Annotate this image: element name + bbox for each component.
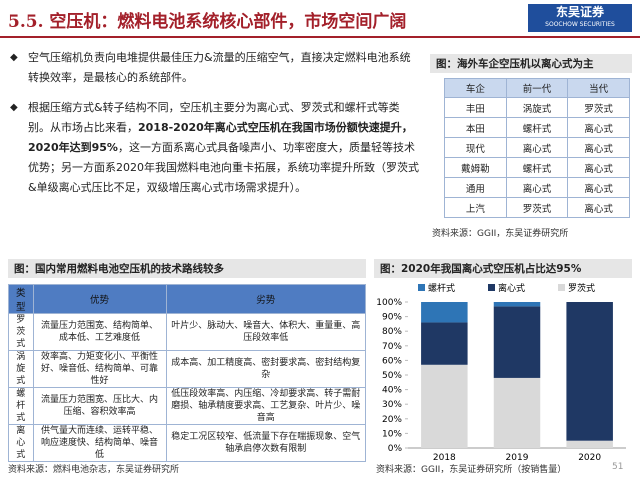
y-tick-label: 20%: [382, 415, 402, 425]
y-tick-label: 90%: [382, 313, 402, 323]
table-cell: 螺杆式: [505, 157, 569, 178]
table-cell: 罗茨式: [567, 97, 630, 118]
table-row: 螺杆式 流量压力范围宽、压比大、内压缩、容积效率高 低压段效率高、内压缩、冷却要求高…: [8, 387, 367, 425]
y-tick-label: 40%: [382, 386, 402, 396]
table-row: 戴姆勒 螺杆式 离心式: [444, 157, 630, 178]
chart-title: 图：2020年我国离心式空压机占比达95%: [374, 259, 632, 278]
table-cell: 螺杆式: [505, 117, 569, 138]
logo-en: SOOCHOW SECURITIES: [545, 21, 615, 28]
table-cell: 本田: [444, 117, 507, 138]
table-title: 图：海外车企空压机以离心式为主: [430, 54, 632, 73]
chart: 0% 10% 20% 30% 40% 50% 60% 70% 80% 90% 100% 螺杆式 离心式 罗…: [376, 282, 626, 462]
table-cell: 离心式: [567, 137, 630, 158]
bar-segment: [493, 377, 541, 448]
table-cell: 通用: [444, 177, 507, 198]
table-cell: 离心式: [567, 117, 630, 138]
y-tick-label: 100%: [376, 298, 402, 308]
bar-segment: [421, 364, 468, 448]
bar-segment: [566, 302, 613, 441]
table-row: 丰田 涡旋式 罗茨式: [444, 97, 630, 118]
table-cell: 涡旋式: [505, 97, 569, 118]
legend-label: 离心式: [498, 282, 525, 294]
table-cell: 离心式: [567, 177, 630, 198]
table-cell: 成本高、加工精度高、密封要求高、密封结构复杂: [165, 350, 367, 388]
table-cell: 离心式: [505, 137, 569, 158]
overseas-table: 车企 前一代 当代 丰田 涡旋式 罗茨式 本田 螺杆式 离心式 现代 离心式 离心式 戴姆勒 螺杆式 离心式…: [444, 78, 630, 218]
table-cell: 效率高、力矩变化小、平衡性好、噪音低、结构简单、可靠性好: [32, 350, 167, 388]
y-tick-label: 50%: [382, 371, 402, 381]
table-cell: 离心式: [505, 177, 569, 198]
table-cell: 丰田: [444, 97, 507, 118]
table-cell: 叶片少、脉动大、噪音大、体积大、重量重、高压段效率低: [165, 313, 367, 351]
table-cell: 罗茨式: [505, 197, 569, 218]
table-cell: 戴姆勒: [444, 157, 507, 178]
legend-swatch: [488, 284, 495, 291]
source: 资料来源：GGII，东吴证券研究所: [432, 229, 569, 239]
table-cell: 供气量大而连续、运转平稳、响应速度快、结构简单、噪音低: [32, 424, 167, 462]
slide-title: 5.5. 空压机：燃料电池系统核心部件，市场空间广阔: [8, 12, 407, 32]
column-header: 当代: [567, 78, 630, 98]
column-header: 类型: [8, 284, 34, 314]
bar-segment: [493, 306, 541, 378]
y-tick-label: 0%: [388, 444, 403, 454]
column-header: 优势: [32, 284, 167, 314]
table-cell: 流量压力范围宽、结构简单、成本低、工艺难度低: [32, 313, 167, 351]
table-cell: 螺杆式: [8, 387, 34, 425]
y-tick-label: 30%: [382, 400, 402, 410]
table-row: 本田 螺杆式 离心式: [444, 117, 630, 138]
table-row: 现代 离心式 离心式: [444, 137, 630, 158]
header-row: 类型 优势 劣势: [8, 284, 367, 314]
legend-swatch: [558, 284, 565, 291]
bar-segment: [493, 302, 541, 307]
table-row: 涡旋式 效率高、力矩变化小、平衡性好、噪音低、结构简单、可靠性好 成本高、加工精度高…: [8, 350, 367, 388]
table-cell: 罗茨式: [8, 313, 34, 351]
bullet-text: 2018-2020年离心式空压机在我国市场份额快速提升，2020年达到95%: [28, 121, 413, 154]
bullet-text: 根据压缩方式&转子结构不同，空压机主要分为离心式、罗茨式和螺杆式等类别。从市场占…: [28, 101, 400, 134]
legend-label: 螺杆式: [428, 282, 455, 294]
bullet-text: 空气压缩机负责向电堆提供最佳压力&流量的压缩空气，直接决定燃料电池系统转换效率，…: [28, 51, 411, 84]
y-tick-label: 70%: [382, 342, 402, 352]
table-row: 上汽 罗茨式 离心式: [444, 197, 630, 218]
logo: 东吴证券 SOOCHOW SECURITIES: [528, 4, 632, 32]
table-row: 罗茨式 流量压力范围宽、结构简单、成本低、工艺难度低 叶片少、脉动大、噪音大、体积大…: [8, 313, 367, 351]
table-cell: 低压段效率高、内压缩、冷却要求高、转子需耐磨损、轴承精度要求高、工艺复杂、叶片少…: [165, 387, 367, 425]
table-cell: 离心式: [8, 424, 34, 462]
table-title: 图：国内常用燃料电池空压机的技术路线较多: [8, 259, 366, 278]
table-row: 通用 离心式 离心式: [444, 177, 630, 198]
domestic-table: 类型 优势 劣势 罗茨式 流量压力范围宽、结构简单、成本低、工艺难度低 叶片少、脉动大、噪…: [8, 284, 367, 462]
header-row: 车企 前一代 当代: [444, 78, 630, 98]
table-cell: 流量压力范围宽、压比大、内压缩、容积效率高: [32, 387, 167, 425]
source: 资料来源：燃料电池杂志，东吴证券研究所: [8, 465, 180, 475]
x-tick-label: 2019: [506, 453, 529, 462]
bar-segment: [421, 322, 468, 365]
logo-cn: 东吴证券: [555, 5, 604, 19]
bar-segment: [421, 302, 468, 323]
table-row: 离心式 供气量大而连续、运转平稳、响应速度快、结构简单、噪音低 稳定工况区较窄、低流…: [8, 424, 367, 462]
column-header: 车企: [444, 78, 507, 98]
y-tick-label: 10%: [382, 429, 402, 439]
bar-segment: [566, 440, 613, 448]
legend-label: 罗茨式: [568, 282, 595, 294]
bullet-text: ，这一方面系离心式具备噪声小、功率密度大，质量轻等技术优势；另一方面系2020年…: [28, 141, 419, 194]
table-cell: 稳定工况区较窄、低流量下存在喘振现象、空气轴承启停次数有限制: [165, 424, 367, 462]
column-header: 劣势: [165, 284, 367, 314]
bullet-list: 空气压缩机负责向电堆提供最佳压力&流量的压缩空气，直接决定燃料电池系统转换效率，…: [8, 48, 420, 208]
table-cell: 现代: [444, 137, 507, 158]
bullet: 根据压缩方式&转子结构不同，空压机主要分为离心式、罗茨式和螺杆式等类别。从市场占…: [8, 98, 420, 198]
title-rule: [0, 36, 640, 38]
table-cell: 离心式: [567, 157, 630, 178]
column-header: 前一代: [505, 78, 569, 98]
y-tick-label: 80%: [382, 327, 402, 337]
table-cell: 上汽: [444, 197, 507, 218]
y-tick-label: 60%: [382, 356, 402, 366]
bullet: 空气压缩机负责向电堆提供最佳压力&流量的压缩空气，直接决定燃料电池系统转换效率，…: [8, 48, 420, 88]
x-tick-label: 2020: [578, 453, 601, 462]
table-cell: 离心式: [567, 197, 630, 218]
page-number: 51: [612, 462, 624, 472]
x-tick-label: 2018: [433, 453, 456, 462]
source: 资料来源：GGII，东吴证券研究所（按销售量）: [376, 465, 567, 475]
table-cell: 涡旋式: [8, 350, 34, 388]
legend-swatch: [418, 284, 425, 291]
